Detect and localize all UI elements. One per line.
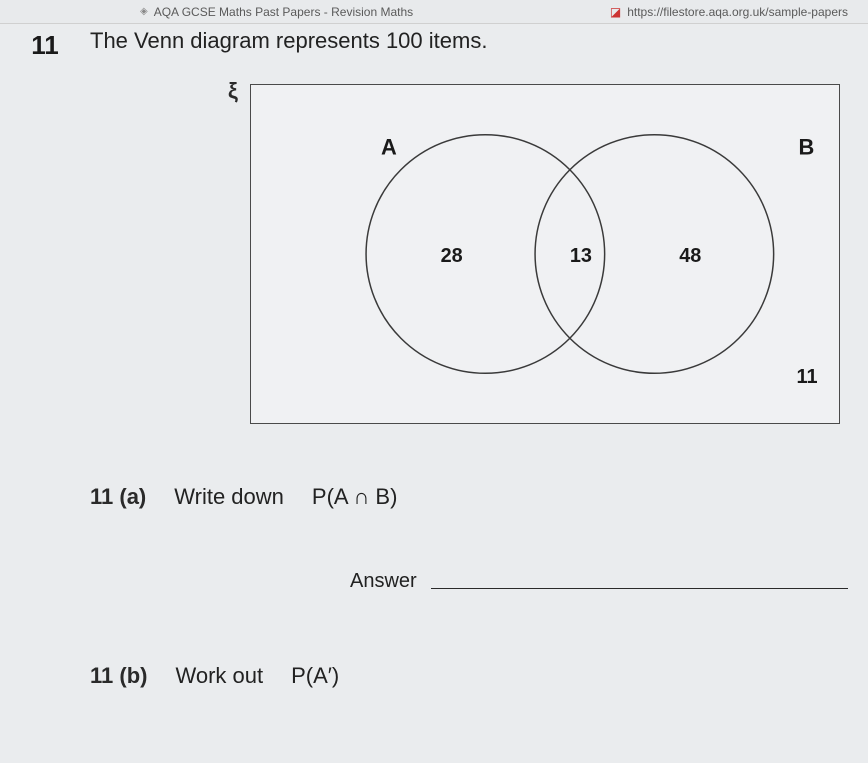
venn-diagram: ξ A B 28 13 48 11 [250, 84, 840, 424]
part-a-expression: P(A ∩ B) [312, 484, 398, 510]
site-icon: ◪ [610, 5, 621, 19]
value-intersection: 13 [570, 245, 592, 267]
value-b-only: 48 [679, 245, 701, 267]
answer-label: Answer [350, 570, 417, 593]
browser-tab-bar: ◈ AQA GCSE Maths Past Papers - Revision … [0, 0, 868, 24]
tab-url: https://filestore.aqa.org.uk/sample-pape… [627, 5, 848, 19]
question-number: 11 [0, 28, 90, 689]
part-b-row: 11 (b) Work out P(A′) [90, 663, 848, 689]
answer-line[interactable] [431, 588, 848, 589]
tab-title: AQA GCSE Maths Past Papers - Revision Ma… [154, 5, 413, 19]
part-b-instruction: Work out [175, 663, 263, 689]
label-a: A [381, 135, 397, 160]
question-intro: The Venn diagram represents 100 items. [90, 28, 848, 54]
part-b-expression: P(A′) [291, 663, 339, 689]
venn-universal-box: A B 28 13 48 11 [250, 84, 840, 424]
part-a-instruction: Write down [174, 484, 284, 510]
label-b: B [799, 135, 815, 160]
question-page: 11 The Venn diagram represents 100 items… [0, 24, 868, 689]
part-a-label: 11 (a) [90, 484, 146, 510]
answer-row: Answer [90, 570, 848, 593]
part-a-row: 11 (a) Write down P(A ∩ B) [90, 484, 848, 510]
part-b-label: 11 (b) [90, 663, 147, 689]
tab-left: ◈ AQA GCSE Maths Past Papers - Revision … [140, 5, 413, 19]
question-content: The Venn diagram represents 100 items. ξ… [90, 28, 868, 689]
universal-set-symbol: ξ [228, 78, 238, 104]
tab-right: ◪ https://filestore.aqa.org.uk/sample-pa… [610, 5, 848, 19]
value-a-only: 28 [441, 245, 463, 267]
value-outside: 11 [797, 366, 818, 388]
page-icon: ◈ [140, 6, 148, 17]
venn-svg: A B 28 13 48 11 [251, 85, 839, 423]
